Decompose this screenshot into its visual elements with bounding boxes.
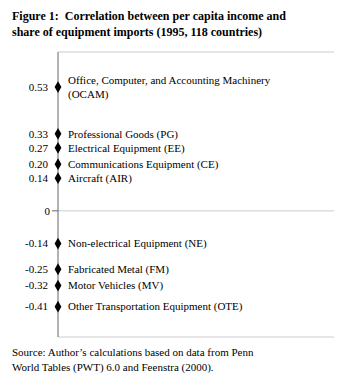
svg-text:0.53: 0.53 [29, 81, 49, 93]
html-text:Figure 1: Correlation between: Figure 1: Correlation between per capita… [12, 9, 286, 40]
svg-text:Aircraft (AIR): Aircraft (AIR) [68, 172, 132, 185]
svg-text:0: 0 [45, 205, 51, 217]
svg-text:-0.25: -0.25 [25, 263, 48, 275]
svg-text:-0.14: -0.14 [25, 237, 48, 249]
svg-text:Motor Vehicles (MV): Motor Vehicles (MV) [68, 279, 163, 292]
svg-text:0.33: 0.33 [29, 128, 49, 140]
svg-text:0.20: 0.20 [29, 158, 49, 170]
svg-text:0.27: 0.27 [29, 142, 49, 154]
svg-text:-0.41: -0.41 [25, 300, 48, 312]
svg-text:Electrical Equipment (EE): Electrical Equipment (EE) [68, 142, 185, 155]
svg-text:Communications Equipment (CE): Communications Equipment (CE) [68, 158, 219, 171]
svg-text:Fabricated Metal (FM): Fabricated Metal (FM) [68, 263, 169, 276]
svg-text:-0.32: -0.32 [25, 279, 48, 291]
svg-text:Other Transportation Equipment: Other Transportation Equipment (OTE) [68, 300, 243, 313]
svg-text:Professional Goods (PG): Professional Goods (PG) [68, 128, 178, 141]
svg-text:0.14: 0.14 [29, 172, 49, 184]
svg-text:Non-electrical Equipment (NE): Non-electrical Equipment (NE) [68, 237, 207, 250]
html-text:Source: Author’s calculations: Source: Author’s calculations based on d… [12, 346, 254, 374]
svg-text:Office, Computer, and Accounti: Office, Computer, and Accounting Machine… [68, 74, 271, 101]
